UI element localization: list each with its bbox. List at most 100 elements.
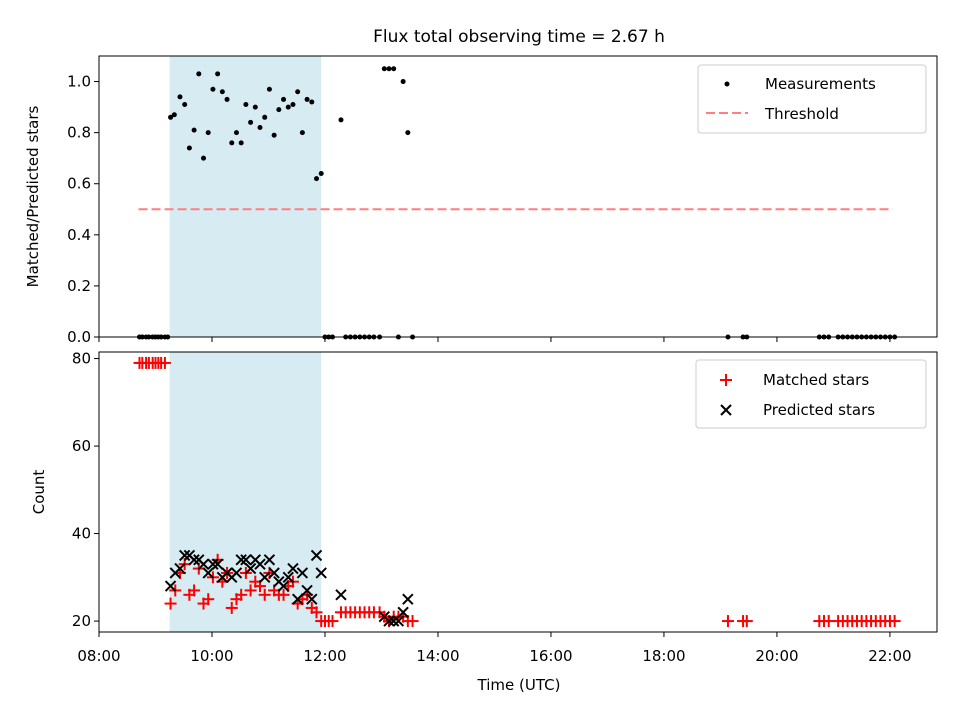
matched-star-point [202,593,215,606]
y-tick-label: 60 [72,437,91,455]
matched-star-point [277,588,290,601]
predicted-star-point [402,593,414,605]
x-tick-label: 12:00 [303,647,346,665]
measurement-point [386,66,392,72]
measurement-point [238,140,244,146]
x-tick-label: 18:00 [642,647,685,665]
y-tick-label: 0.8 [67,124,91,142]
y-tick-label: 0.0 [67,328,91,346]
top-panel: 0.0 0.2 0.4 0.6 0.8 1.0 Matched/Predicted sta… [24,55,938,346]
y-tick-label: 80 [72,350,91,368]
top-x-ticks [98,337,891,342]
measurement-point [205,130,211,136]
measurement-point [295,89,301,95]
measurement-point [243,102,249,108]
measurement-point [224,96,230,102]
predicted-star-point [230,567,243,579]
measurement-point [285,104,291,110]
bottom-markers [133,356,901,628]
measurement-point [257,125,263,131]
predicted-star-point [315,567,327,579]
measurement-point [248,119,254,125]
y-tick-label: 40 [72,525,91,543]
bottom-legend-box [695,359,927,429]
x-tick-label: 22:00 [868,647,911,665]
top-highlight-span [169,56,322,337]
y-tick-label: 0.2 [67,277,91,295]
top-legend: Measurements Threshold [697,64,927,134]
predicted-star-point [178,549,191,562]
matched-star-point [888,615,901,628]
legend-predicted-label: Predicted stars [763,401,875,419]
bottom-y-axis-label: Count [30,470,48,515]
y-tick-label: 0.4 [67,226,91,244]
measurement-point [281,96,287,102]
predicted-star-point [235,554,247,566]
measurement-point [299,130,305,136]
bottom-legend: Matched stars Predicted stars [695,359,927,429]
measurement-point [201,155,207,161]
predicted-star-point [287,562,299,575]
measurement-point [290,102,296,108]
matched-star-point [244,584,257,597]
measurement-point [309,99,315,105]
bottom-panel: 20 40 60 80 08:00 10:00 12:00 14:00 16:00 18:00 2… [30,350,938,694]
matched-star-point [164,597,177,610]
top-legend-box [697,64,927,134]
measurement-point [191,127,197,133]
chart-title: Flux total observing time = 2.67 h [373,27,665,47]
measurement-point [186,145,192,151]
y-tick-label: 0.6 [67,175,91,193]
predicted-star-point [291,593,304,605]
measurement-point [262,114,268,120]
matched-star-point [235,588,248,601]
predicted-star-point [383,615,395,627]
predicted-star-point [188,554,200,566]
measurement-point [215,71,221,77]
y-tick-label: 1.0 [67,73,91,91]
measurement-point [196,71,202,77]
matched-star-point [721,615,734,628]
bottom-x-ticks: 08:00 10:00 12:00 14:00 16:00 18:00 20:00 22:00 [77,632,912,665]
x-tick-label: 14:00 [416,647,459,665]
measurement-point [391,66,397,72]
x-tick-label: 20:00 [755,647,798,665]
measurement-point [266,86,272,92]
matched-star-point [258,588,271,601]
predicted-star-point [310,549,323,562]
legend-measurements-marker [724,81,730,87]
matched-star-point [406,615,419,628]
top-y-axis-label: Matched/Predicted stars [24,106,42,288]
predicted-star-point [296,567,309,579]
measurement-point [168,114,174,120]
predicted-star-point [263,554,276,566]
predicted-star-point [207,558,219,570]
measurement-point [229,140,235,146]
bottom-axes-frame [98,351,938,633]
predicted-star-point [301,584,313,597]
matched-star-point [326,615,339,628]
predicted-star-point [259,571,271,584]
predicted-star-point [202,567,214,579]
legend-matched-marker [720,374,732,386]
matched-star-point [225,601,238,614]
legend-threshold-label: Threshold [764,105,839,123]
measurement-point [338,117,344,123]
matched-star-point [740,615,753,628]
measurement-point [276,107,282,113]
predicted-star-point [254,558,266,570]
x-axis-label: Time (UTC) [477,676,561,694]
predicted-star-point [240,554,252,566]
predicted-star-point [211,558,224,570]
measurement-point [219,89,225,95]
matched-star-point [158,356,171,369]
measurement-point [318,171,324,177]
top-y-ticks: 0.0 0.2 0.4 0.6 0.8 1.0 [67,73,99,346]
predicted-star-point [277,580,290,592]
legend-matched-label: Matched stars [763,371,869,389]
x-tick-label: 10:00 [190,647,233,665]
measurement-point [314,176,320,182]
predicted-star-point [397,606,409,619]
x-tick-label: 08:00 [77,647,120,665]
